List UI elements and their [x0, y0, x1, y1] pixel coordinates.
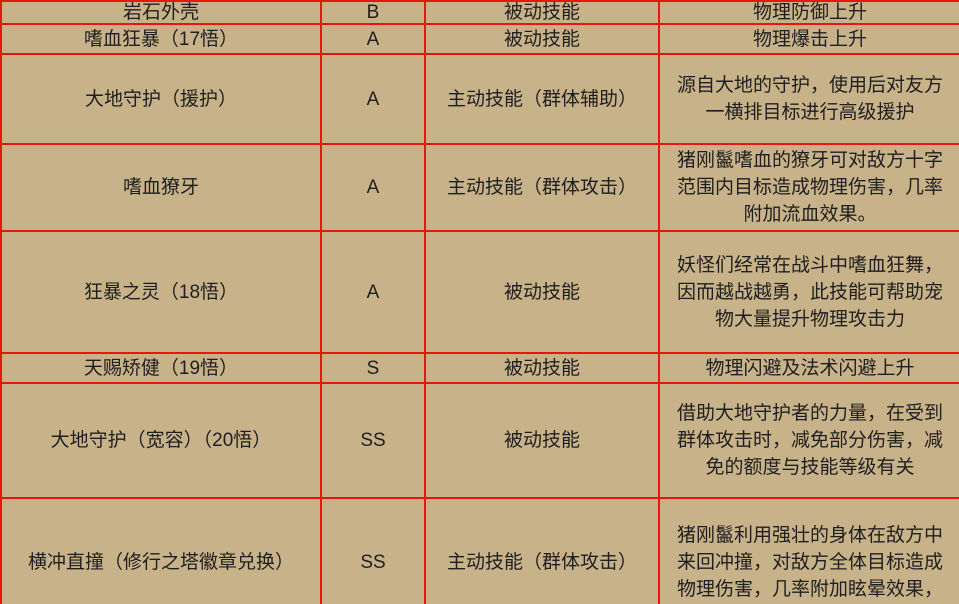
table-row: 大地守护（援护） A 主动技能（群体辅助） 源自大地的守护，使用后对友方 一横排…: [0, 53, 959, 145]
skill-type-cell: 主动技能（群体辅助）: [424, 53, 660, 145]
skill-name-cell: 嗜血狂暴（17悟）: [0, 23, 322, 55]
skill-type-cell: 主动技能（群体攻击）: [424, 497, 660, 604]
skill-grade-cell: SS: [320, 497, 426, 604]
skill-type-cell: 被动技能: [424, 230, 660, 354]
skill-type-cell: 被动技能: [424, 382, 660, 499]
skill-type-cell: 主动技能（群体攻击）: [424, 143, 660, 232]
skill-name-cell: 狂暴之灵（18悟）: [0, 230, 322, 354]
skill-desc-cell: 物理防御上升: [658, 0, 959, 25]
skill-desc-cell: 源自大地的守护，使用后对友方 一横排目标进行高级援护: [658, 53, 959, 145]
table-row: 狂暴之灵（18悟） A 被动技能 妖怪们经常在战斗中嗜血狂舞， 因而越战越勇，此…: [0, 230, 959, 354]
table-row: 岩石外壳 B 被动技能 物理防御上升: [0, 0, 959, 25]
skill-name-cell: 嗜血獠牙: [0, 143, 322, 232]
skill-name-cell: 横冲直撞（修行之塔徽章兑换）: [0, 497, 322, 604]
skill-type-cell: 被动技能: [424, 352, 660, 384]
table-row: 大地守护（宽容）（20悟） SS 被动技能 借助大地守护者的力量，在受到 群体攻…: [0, 382, 959, 499]
table-row: 嗜血獠牙 A 主动技能（群体攻击） 猪刚鬣嗜血的獠牙可对敌方十字 范围内目标造成…: [0, 143, 959, 232]
skill-name-cell: 岩石外壳: [0, 0, 322, 25]
skill-grade-cell: A: [320, 53, 426, 145]
skill-grade-cell: A: [320, 143, 426, 232]
skill-grade-cell: S: [320, 352, 426, 384]
skill-desc-cell: 妖怪们经常在战斗中嗜血狂舞， 因而越战越勇，此技能可帮助宠 物大量提升物理攻击力: [658, 230, 959, 354]
skill-name-cell: 大地守护（援护）: [0, 53, 322, 145]
skill-desc-cell: 物理闪避及法术闪避上升: [658, 352, 959, 384]
table-row: 天赐矫健（19悟） S 被动技能 物理闪避及法术闪避上升: [0, 352, 959, 384]
skill-desc-cell: 物理爆击上升: [658, 23, 959, 55]
skill-desc-cell: 猪刚鬣嗜血的獠牙可对敌方十字 范围内目标造成物理伤害，几率 附加流血效果。: [658, 143, 959, 232]
skill-grade-cell: B: [320, 0, 426, 25]
table-row: 嗜血狂暴（17悟） A 被动技能 物理爆击上升: [0, 23, 959, 55]
skill-type-cell: 被动技能: [424, 0, 660, 25]
skill-grade-cell: A: [320, 23, 426, 55]
skill-desc-cell: 猪刚鬣利用强壮的身体在敌方中 来回冲撞，对敌方全体目标造成 物理伤害，几率附加眩…: [658, 497, 959, 604]
skill-grade-cell: SS: [320, 382, 426, 499]
skill-desc-cell: 借助大地守护者的力量，在受到 群体攻击时，减免部分伤害，减 免的额度与技能等级有…: [658, 382, 959, 499]
skill-name-cell: 大地守护（宽容）（20悟）: [0, 382, 322, 499]
skill-grade-cell: A: [320, 230, 426, 354]
skill-type-cell: 被动技能: [424, 23, 660, 55]
table-row: 横冲直撞（修行之塔徽章兑换） SS 主动技能（群体攻击） 猪刚鬣利用强壮的身体在…: [0, 497, 959, 604]
skill-name-cell: 天赐矫健（19悟）: [0, 352, 322, 384]
